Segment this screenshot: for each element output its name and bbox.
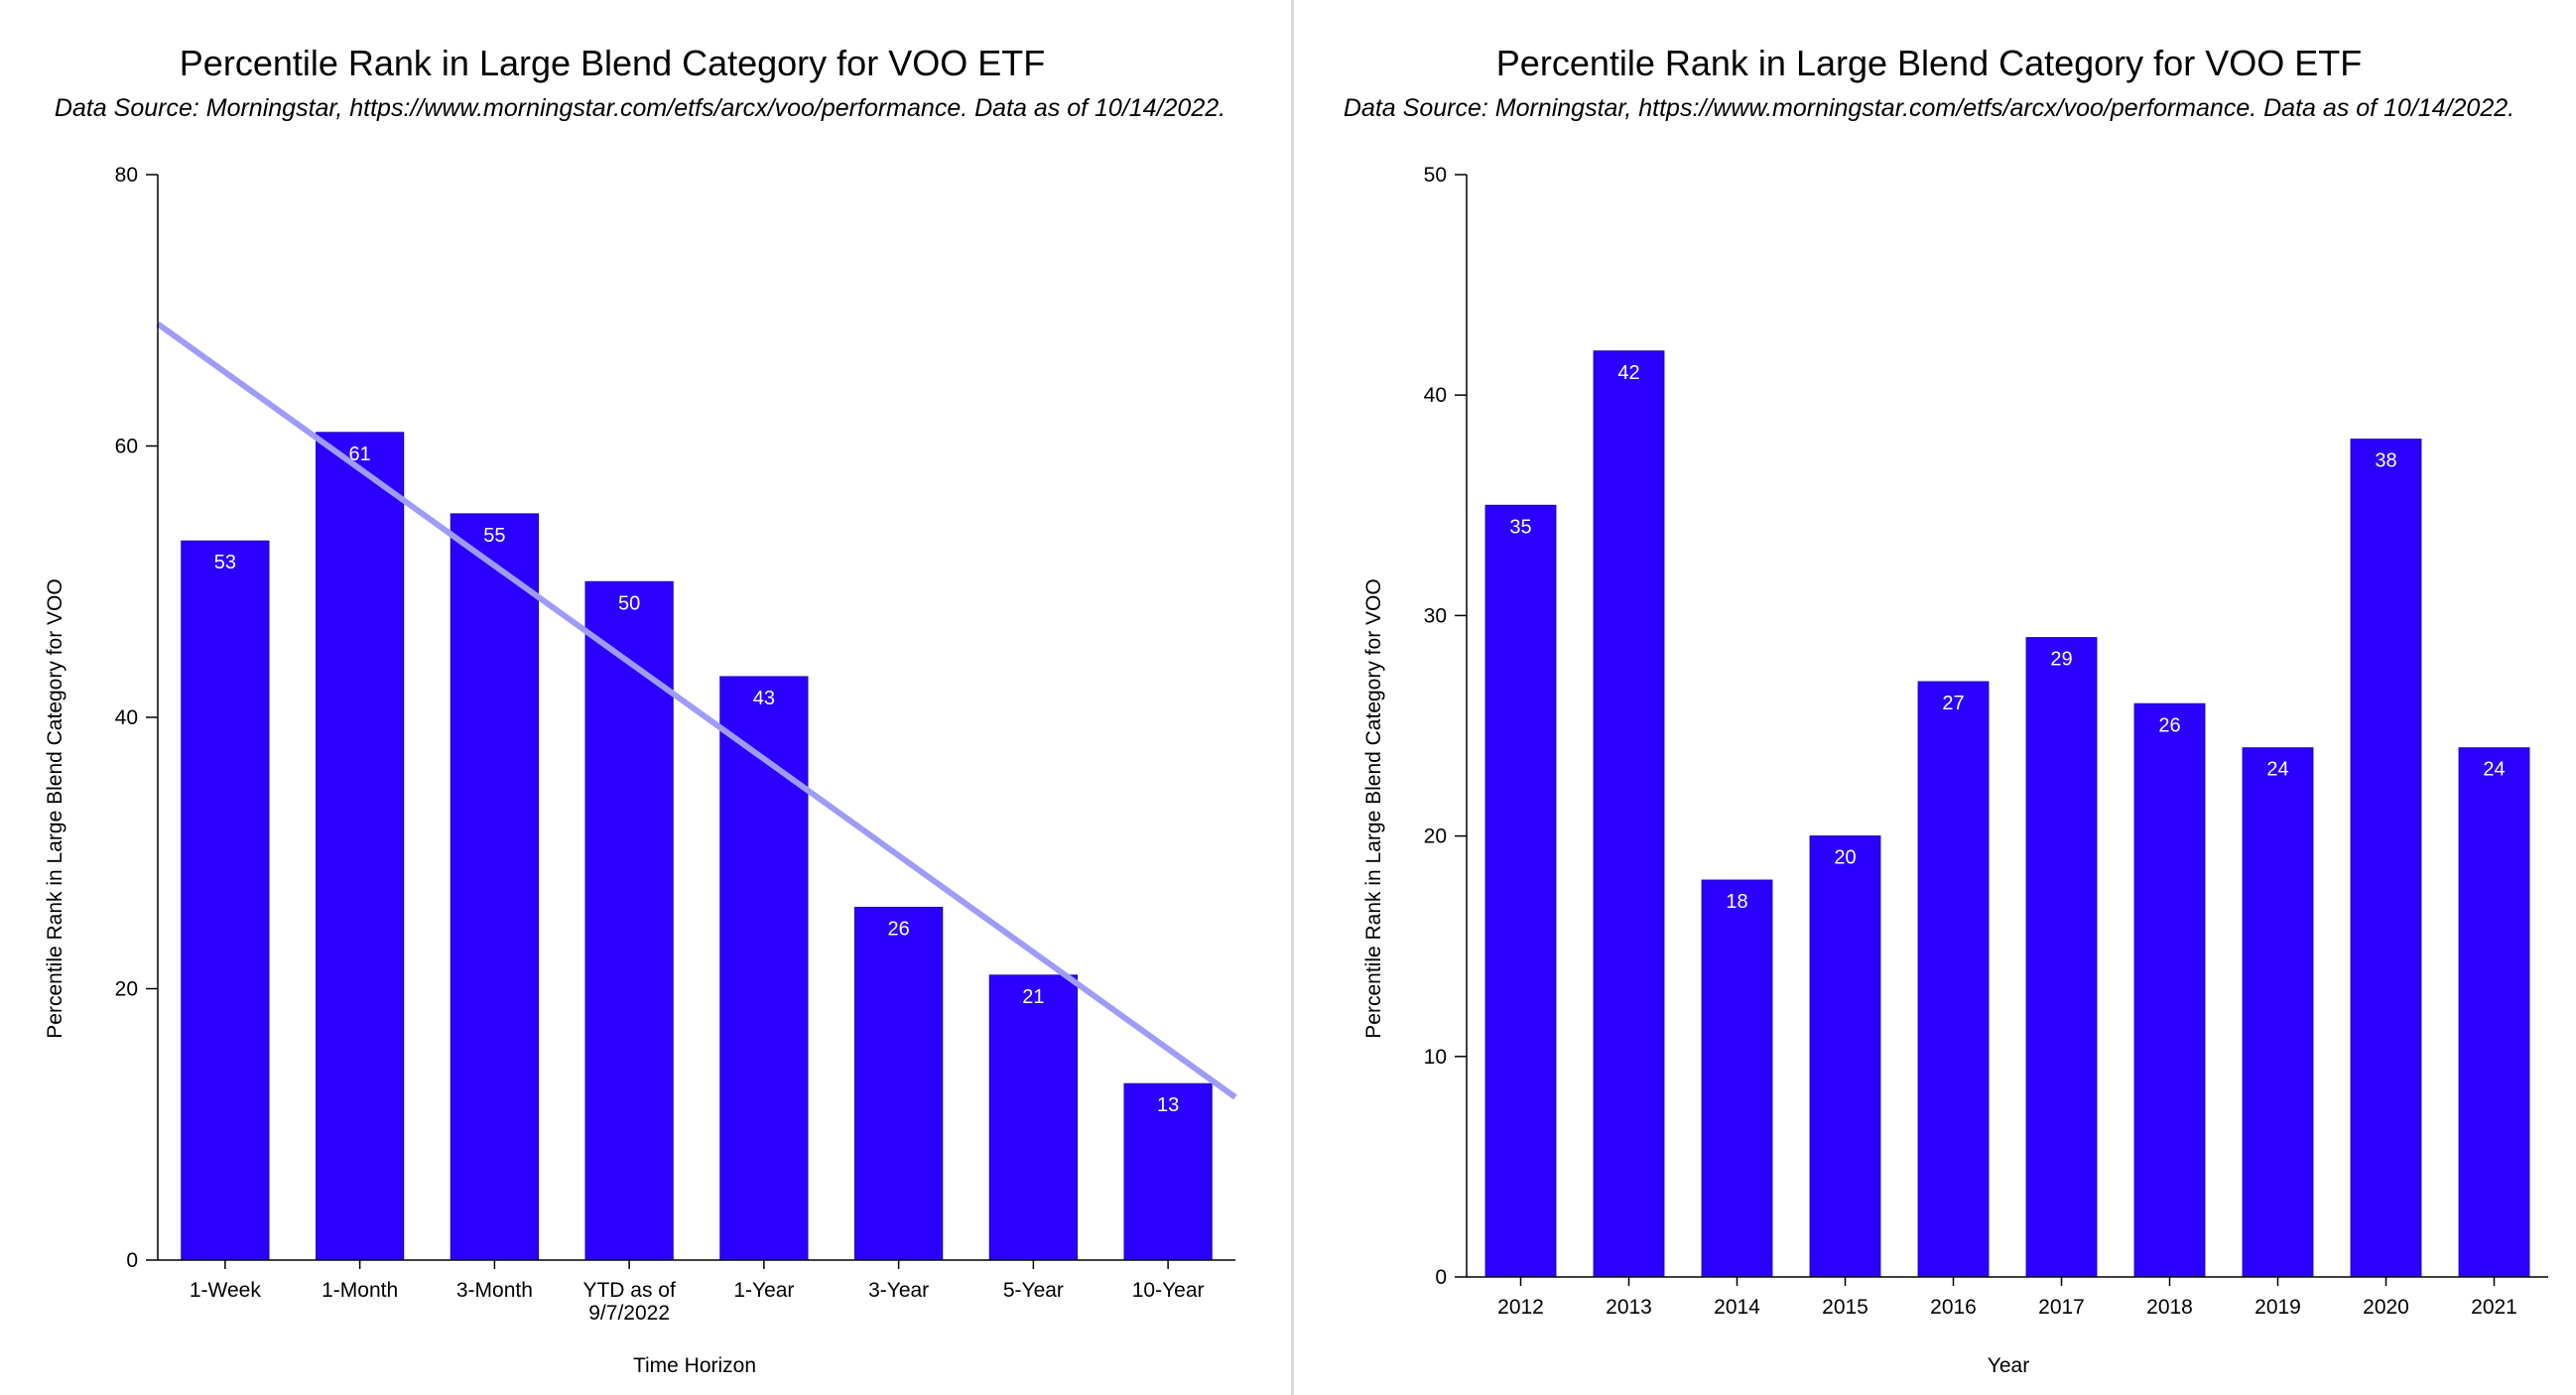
chart-subtitle: Data Source: Morningstar, https://www.mo… <box>1344 94 2514 122</box>
x-tick-label: 2021 <box>2471 1296 2517 1319</box>
left-chart-panel: Percentile Rank in Large Blend Category … <box>44 43 1237 1377</box>
bar <box>988 974 1078 1261</box>
y-tick-label: 0 <box>1435 1266 1447 1289</box>
y-tick-label: 40 <box>1424 384 1447 407</box>
y-tick-label: 0 <box>126 1249 138 1272</box>
bar-value-label: 18 <box>1726 891 1747 913</box>
bar-value-label: 38 <box>2375 450 2396 472</box>
bar <box>854 906 944 1261</box>
bar <box>1484 504 1557 1278</box>
x-tick-label: 1-Week <box>190 1279 261 1302</box>
bar <box>2242 747 2314 1278</box>
y-tick-label: 20 <box>1424 825 1447 848</box>
chart-title: Percentile Rank in Large Blend Category … <box>1496 43 2362 83</box>
trendline <box>156 320 1237 1100</box>
bar-value-label: 29 <box>2050 649 2072 671</box>
bar <box>1593 350 1665 1278</box>
x-tick-label: 5-Year <box>1003 1279 1064 1302</box>
chart-subtitle: Data Source: Morningstar, https://www.mo… <box>55 94 1225 122</box>
bar-value-label: 42 <box>1617 362 1639 384</box>
x-tick-label: 2019 <box>2254 1296 2301 1319</box>
x-tick-label: 2016 <box>1930 1296 1977 1319</box>
bar-value-label: 61 <box>349 444 371 465</box>
y-axis-label: Percentile Rank in Large Blend Category … <box>44 578 66 1038</box>
y-axis-label: Percentile Rank in Large Blend Category … <box>1362 578 1385 1038</box>
bar <box>316 432 405 1261</box>
bar-value-label: 35 <box>1509 516 1531 538</box>
y-tick-label: 50 <box>1424 164 1447 187</box>
x-tick-label: 10-Year <box>1132 1279 1205 1302</box>
bar <box>2458 747 2530 1278</box>
bar <box>1701 879 1773 1278</box>
left-bar-chart: Percentile Rank in Large Blend Category … <box>44 43 1237 1377</box>
bar <box>2350 439 2422 1278</box>
x-tick-label: YTD as of 9/7/2022 <box>582 1279 676 1325</box>
bar-value-label: 21 <box>1022 986 1044 1008</box>
panel-divider <box>1291 0 1294 1395</box>
bar <box>2133 702 2206 1278</box>
y-tick-label: 10 <box>1424 1046 1447 1069</box>
x-tick-label: 1-Month <box>322 1279 398 1302</box>
x-axis-label: Time Horizon <box>633 1354 756 1377</box>
bar <box>719 676 809 1261</box>
bar <box>584 580 674 1261</box>
y-tick-label: 40 <box>115 706 138 729</box>
plot-area: 35 2012 42 2013 18 2014 20 2015 27 2016 29 2017 26 20… <box>1424 164 2548 1319</box>
right-bar-chart: Percentile Rank in Large Blend Category … <box>1344 43 2548 1377</box>
bar <box>1917 681 1990 1278</box>
bar <box>2025 637 2098 1278</box>
right-chart-panel: Percentile Rank in Large Blend Category … <box>1296 0 2576 1395</box>
bar-value-label: 13 <box>1157 1094 1179 1116</box>
x-tick-label: 2018 <box>2146 1296 2193 1319</box>
y-tick-label: 20 <box>115 978 138 1001</box>
bar-value-label: 26 <box>2158 714 2180 736</box>
x-tick-label: 2020 <box>2363 1296 2409 1319</box>
bar-value-label: 55 <box>483 525 505 547</box>
y-tick-label: 30 <box>1424 604 1447 627</box>
bar <box>1809 835 1881 1278</box>
x-tick-label: 2013 <box>1606 1296 1652 1319</box>
bar <box>1123 1082 1213 1261</box>
bar-value-label: 26 <box>888 918 910 940</box>
x-tick-label: 2017 <box>2038 1296 2085 1319</box>
x-axis-label: Year <box>1988 1354 2029 1377</box>
x-tick-label: 2015 <box>1822 1296 1868 1319</box>
x-tick-label: 2014 <box>1714 1296 1760 1319</box>
bar <box>181 540 270 1261</box>
x-tick-label: 2012 <box>1497 1296 1544 1319</box>
bar-value-label: 43 <box>753 688 775 709</box>
bar-value-label: 24 <box>2266 759 2288 781</box>
bar-value-label: 24 <box>2483 759 2505 781</box>
x-tick-label: 3-Year <box>868 1279 929 1302</box>
chart-title: Percentile Rank in Large Blend Category … <box>180 43 1045 83</box>
bar <box>450 513 539 1261</box>
y-tick-label: 60 <box>115 436 138 458</box>
bar-value-label: 27 <box>1942 693 1964 714</box>
x-tick-label: 1-Year <box>733 1279 794 1302</box>
bar-value-label: 50 <box>618 592 640 614</box>
bar-value-label: 20 <box>1834 847 1856 869</box>
bar-value-label: 53 <box>214 552 236 573</box>
y-tick-label: 80 <box>115 164 138 187</box>
plot-area: 53 1-Week 61 1-Month 55 3-Month 50 YTD as of 9/7… <box>115 164 1237 1325</box>
x-tick-label: 3-Month <box>456 1279 533 1302</box>
